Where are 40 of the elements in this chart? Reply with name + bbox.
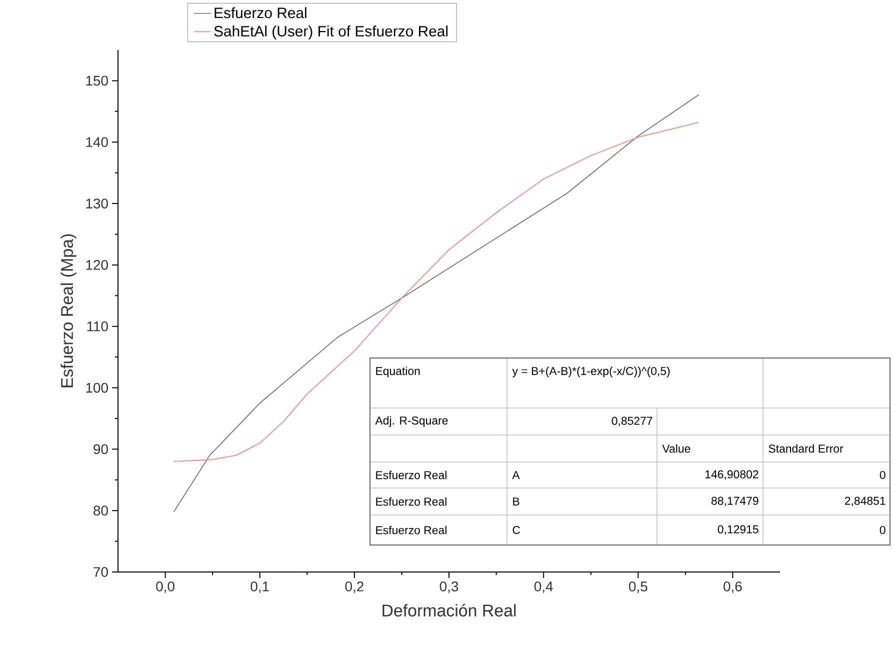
x-tick-label: 0,2 (345, 582, 364, 594)
line-series (173, 94, 700, 512)
x-tick-label: 0,0 (156, 582, 174, 594)
annotation: Esfuerzo Real (376, 470, 446, 480)
annotation: A (512, 471, 520, 479)
annotation: C (512, 526, 520, 534)
y-tick-label: 100 (86, 382, 108, 393)
annotation: 0,12915 (718, 525, 758, 535)
y-tick-label: 90 (94, 444, 108, 454)
x-tick-label: 0,6 (724, 582, 742, 594)
annotation: Esfuerzo Real (376, 526, 446, 534)
annotation: 0,85277 (612, 416, 652, 426)
x-tick-label: 0,4 (534, 582, 553, 594)
annotation: B (513, 498, 520, 506)
annotation: 146,90802 (706, 470, 758, 480)
text: 2,84851 (844, 496, 886, 506)
line-series (173, 122, 700, 462)
x-tick-label: 0,5 (628, 582, 648, 594)
annotation: 88,17479 (712, 496, 758, 506)
x-tick-label: 0,1 (250, 582, 269, 594)
annotation: Standard Error (768, 444, 844, 453)
annotation: Esfuerzo Real (376, 497, 446, 506)
annotation: Adj. R-Square (375, 416, 448, 427)
y-axis-title: Esfuerzo Real (Mpa) (60, 234, 76, 388)
y-tick-label: 120 (86, 260, 108, 270)
x-axis-title: Deformación Real (382, 604, 516, 617)
annotation: y = B+(A-B)*(1-exp(-x/C))^(0,5) (512, 366, 670, 378)
x-tick-label: 0,3 (440, 582, 458, 594)
y-tick-label: 80 (94, 506, 108, 516)
y-tick-label: 110 (87, 321, 108, 332)
annotation: Equation (376, 366, 420, 378)
y-tick-label: 70 (94, 567, 108, 577)
text: 0 (880, 470, 886, 480)
text: 0 (880, 526, 886, 534)
y-tick-label: 150 (86, 76, 108, 86)
legend-label: SahEtAl (User) Fit of Esfuerzo Real (214, 26, 448, 40)
annotation: Value (662, 444, 690, 453)
y-tick-label: 130 (86, 198, 108, 208)
legend-label: Esfuerzo Real (214, 7, 306, 18)
y-tick-label: 140 (86, 137, 108, 148)
